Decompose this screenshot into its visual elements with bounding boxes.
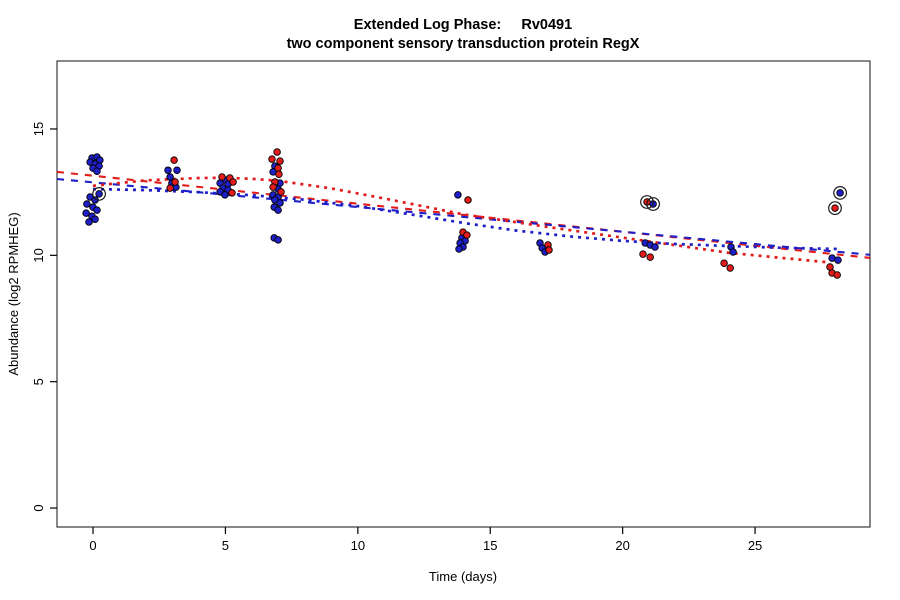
data-point-blue: [91, 215, 99, 223]
data-point-red: [274, 164, 282, 172]
plot-area: 0 5 10 15 20 25 0 5 10 15: [31, 60, 871, 553]
data-point-red: [228, 189, 236, 197]
x-tick-label: 20: [615, 538, 629, 553]
y-axis-title: Abundance (log2 RPMHEG): [6, 212, 21, 375]
data-point-blue: [95, 190, 103, 198]
data-point-red: [463, 231, 471, 239]
chart-title: Extended Log Phase: Rv0491: [354, 17, 572, 33]
outlier-ring: [92, 186, 106, 201]
data-point-blue: [274, 236, 282, 244]
data-point-red: [726, 264, 734, 272]
data-point-blue: [651, 243, 659, 251]
data-point-blue: [455, 245, 463, 253]
data-point-blue: [454, 191, 462, 199]
data-point-blue: [729, 248, 737, 256]
data-point-red: [833, 271, 841, 279]
outlier-ring: [828, 201, 842, 216]
y-tick-label: 0: [31, 504, 46, 511]
data-point-red: [545, 246, 553, 254]
trend-line-red-linear-fit: [56, 170, 871, 259]
plot-box: [56, 60, 871, 528]
data-point-red: [171, 178, 179, 186]
data-point-blue: [274, 206, 282, 214]
outlier-ring: [640, 195, 654, 209]
data-point-red: [646, 253, 654, 261]
x-tick-label: 0: [89, 538, 96, 553]
outlier-ring: [646, 197, 660, 211]
x-tick-label: 10: [351, 538, 365, 553]
trend-line-red-spline-fit: [92, 176, 830, 264]
data-point-blue: [83, 200, 91, 208]
data-point-red: [639, 250, 647, 258]
data-point-red: [273, 148, 281, 156]
data-point-red: [464, 196, 472, 204]
outlier-ring: [833, 185, 847, 200]
y-tick-label: 5: [31, 378, 46, 385]
trend-line-blue-linear-fit: [56, 177, 871, 256]
x-axis-title: Time (days): [429, 569, 497, 584]
y-tick-label: 15: [31, 122, 46, 136]
x-tick-label: 5: [222, 538, 229, 553]
data-point-blue: [834, 256, 842, 264]
data-point-red: [166, 184, 174, 192]
data-point-red: [276, 157, 284, 165]
data-point-blue: [85, 218, 93, 226]
data-point-red: [277, 188, 285, 196]
data-point-blue: [164, 166, 172, 174]
data-point-blue: [93, 167, 101, 175]
data-point-red: [218, 173, 226, 181]
x-tick-label: 15: [483, 538, 497, 553]
data-point-red: [170, 156, 178, 164]
data-point-red: [269, 183, 277, 191]
x-tick-label: 25: [748, 538, 762, 553]
data-point-red: [268, 155, 276, 163]
data-point-red: [831, 204, 839, 212]
data-point-blue: [221, 191, 229, 199]
data-point-blue: [82, 209, 90, 217]
data-point-red: [720, 259, 728, 267]
data-point-blue: [93, 206, 101, 214]
data-point-blue: [173, 166, 181, 174]
data-point-red: [275, 170, 283, 178]
data-point-blue: [836, 189, 844, 197]
chart-subtitle: two component sensory transduction prote…: [287, 36, 640, 52]
y-tick-label: 10: [31, 248, 46, 262]
data-point-blue: [166, 173, 174, 181]
data-point-red: [229, 178, 237, 186]
data-point-blue: [276, 199, 284, 207]
